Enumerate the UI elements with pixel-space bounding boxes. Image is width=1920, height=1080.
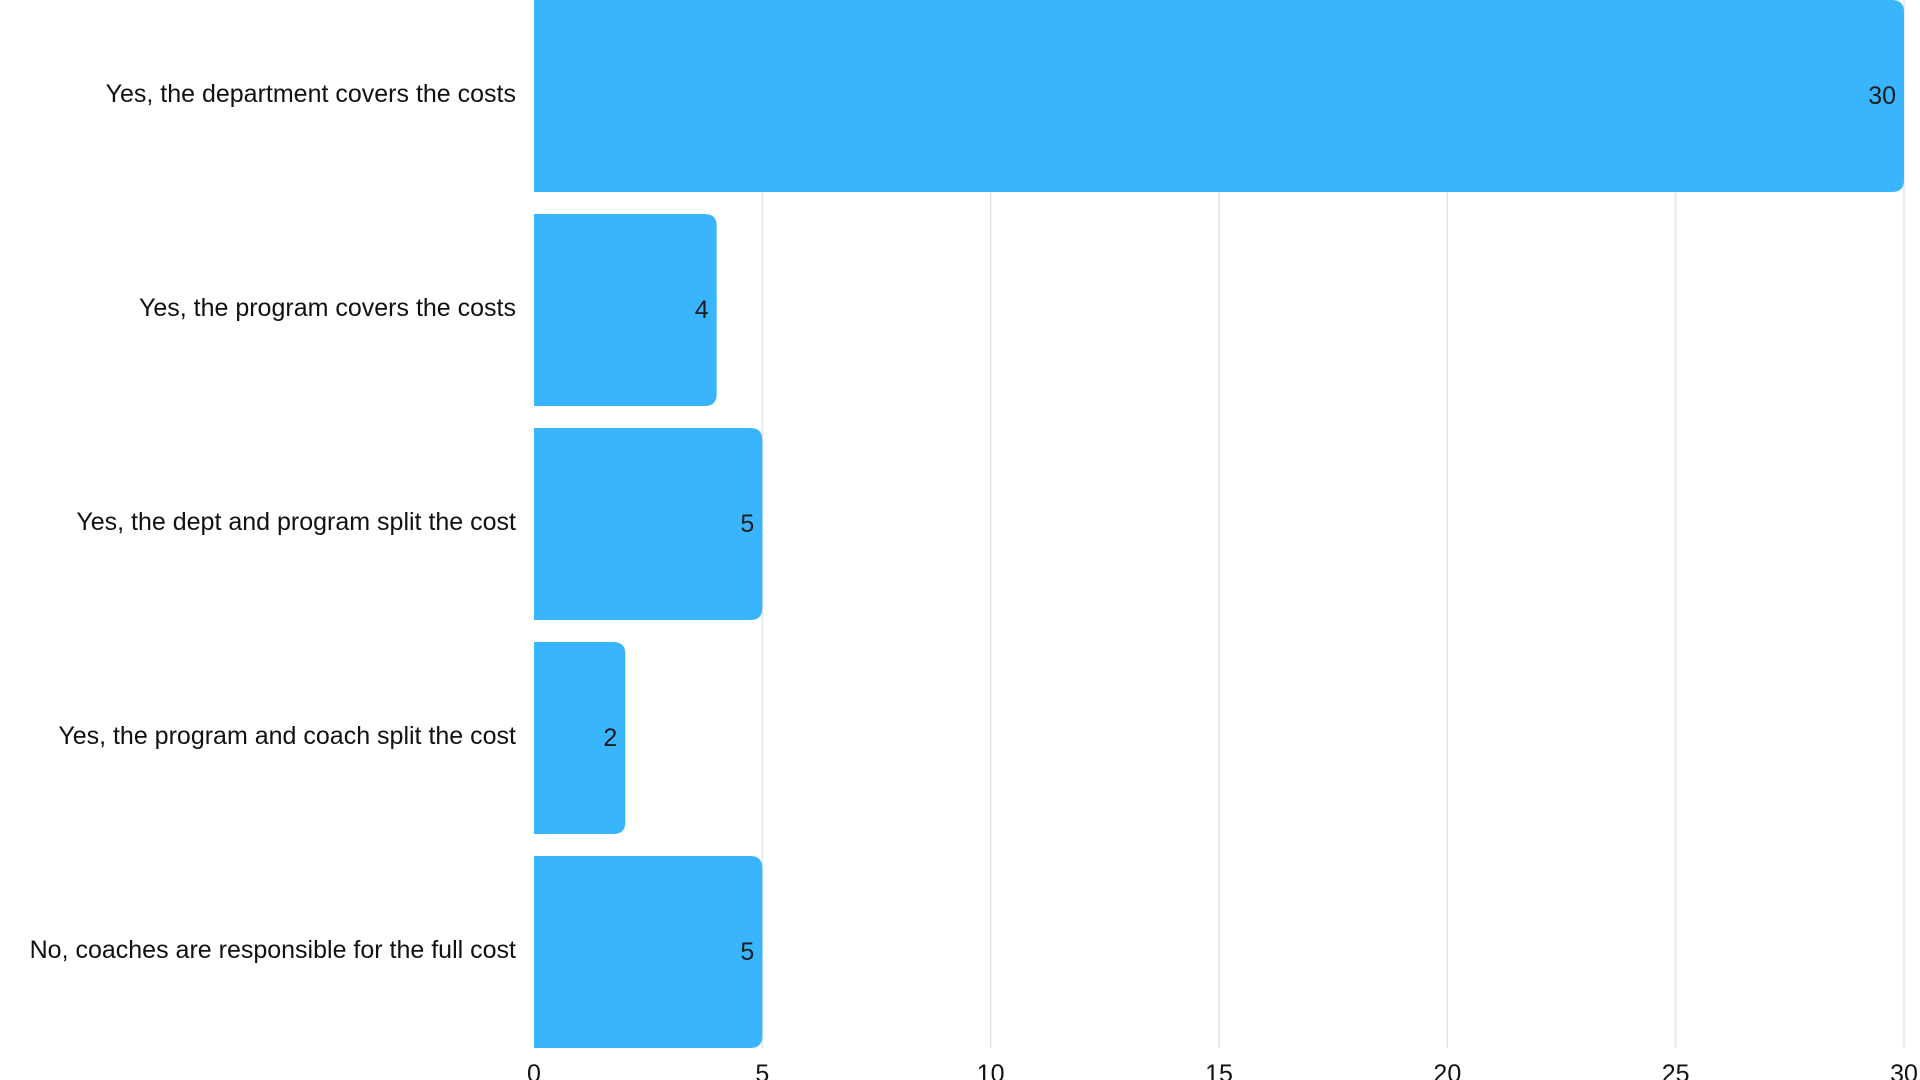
value-labels: 30 4 5 2 5 bbox=[603, 82, 1896, 966]
bar-3 bbox=[534, 428, 763, 620]
category-label-5: No, coaches are responsible for the full… bbox=[30, 936, 516, 964]
value-label-3: 5 bbox=[740, 510, 754, 538]
bars bbox=[534, 0, 1904, 1048]
x-tick-label-10: 10 bbox=[977, 1060, 1005, 1080]
category-label-2: Yes, the program covers the costs bbox=[139, 294, 516, 322]
x-tick-label-25: 25 bbox=[1662, 1060, 1690, 1080]
bar-5 bbox=[534, 856, 763, 1048]
value-label-2: 4 bbox=[695, 296, 709, 324]
category-label-4: Yes, the program and coach split the cos… bbox=[58, 722, 516, 750]
bar-1 bbox=[534, 0, 1904, 192]
x-tick-label-0: 0 bbox=[527, 1060, 541, 1080]
x-axis-ticks: 0 5 10 15 20 25 30 bbox=[527, 1060, 1918, 1080]
x-tick-label-15: 15 bbox=[1205, 1060, 1233, 1080]
category-label-3: Yes, the dept and program split the cost bbox=[76, 508, 516, 536]
bar-4 bbox=[534, 642, 626, 834]
bar-2 bbox=[534, 214, 717, 406]
value-label-5: 5 bbox=[740, 938, 754, 966]
category-label-1: Yes, the department covers the costs bbox=[106, 80, 516, 108]
value-label-4: 2 bbox=[603, 724, 617, 752]
x-tick-label-5: 5 bbox=[755, 1060, 769, 1080]
x-tick-label-20: 20 bbox=[1433, 1060, 1461, 1080]
value-label-1: 30 bbox=[1868, 82, 1896, 110]
x-tick-label-30: 30 bbox=[1890, 1060, 1918, 1080]
category-labels: Yes, the department covers the costs Yes,… bbox=[30, 80, 516, 964]
